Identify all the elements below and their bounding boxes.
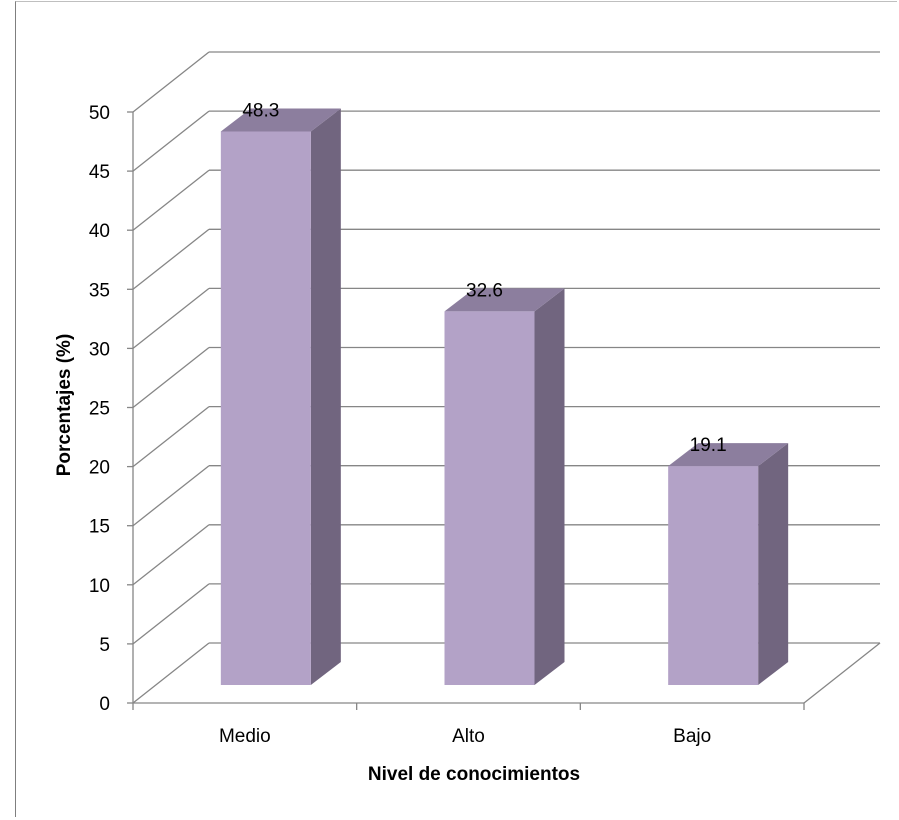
- x-category-label: Alto: [452, 726, 485, 747]
- x-axis-title: Nivel de conocimientos: [368, 764, 580, 785]
- data-label: 32.6: [466, 280, 503, 301]
- bar-front-face: [220, 131, 311, 685]
- y-tick-label: 0: [99, 694, 110, 715]
- x-category-label: Bajo: [673, 726, 711, 747]
- y-tick-label: 35: [89, 280, 110, 301]
- gridline-side: [132, 228, 210, 290]
- gridline-side: [132, 642, 210, 704]
- bar-front-face: [444, 311, 535, 685]
- bar-top-face: [668, 443, 789, 467]
- y-tick-label: 10: [89, 576, 110, 597]
- bar-side-face: [758, 443, 789, 685]
- floor-right-edge: [803, 642, 881, 704]
- chart-frame: [15, 1, 897, 817]
- gridline-side: [132, 406, 210, 468]
- y-tick-label: 45: [89, 162, 110, 183]
- y-tick-label: 5: [99, 635, 110, 656]
- x-category-label: Medio: [219, 726, 271, 747]
- gridline-side: [132, 51, 210, 113]
- labels: 48.3 Medio 32.6 Alto 19.1 Bajo: [219, 100, 727, 747]
- bar-side-face: [534, 288, 565, 685]
- data-label: 48.3: [242, 100, 279, 121]
- bar-side-face: [310, 108, 341, 686]
- y-tick-label: 40: [89, 221, 110, 242]
- y-tick-label: 15: [89, 517, 110, 538]
- bar-top-face: [444, 288, 565, 312]
- axes: 0 5 10 15 20 25 30 35 40 45 50: [89, 103, 805, 715]
- y-tick-label: 30: [89, 339, 110, 360]
- y-axis-title: Porcentajes (%): [54, 334, 75, 477]
- gridline-side: [132, 287, 210, 349]
- bar-top-face: [220, 108, 341, 132]
- y-tick-label: 25: [89, 399, 110, 420]
- bar-bajo: [668, 443, 789, 685]
- gridline-side: [132, 583, 210, 645]
- gridline-side: [132, 169, 210, 231]
- gridline-side: [132, 465, 210, 527]
- gridline-side: [132, 524, 210, 586]
- bar-front-face: [668, 466, 759, 685]
- bar-medio: [220, 108, 341, 686]
- bar-alto: [444, 288, 565, 685]
- y-tick-label: 20: [89, 458, 110, 479]
- gridline-side: [132, 110, 210, 172]
- gridline-side: [132, 346, 210, 409]
- data-label: 19.1: [690, 435, 727, 456]
- y-tick-label: 50: [89, 103, 110, 124]
- bars: [220, 108, 789, 686]
